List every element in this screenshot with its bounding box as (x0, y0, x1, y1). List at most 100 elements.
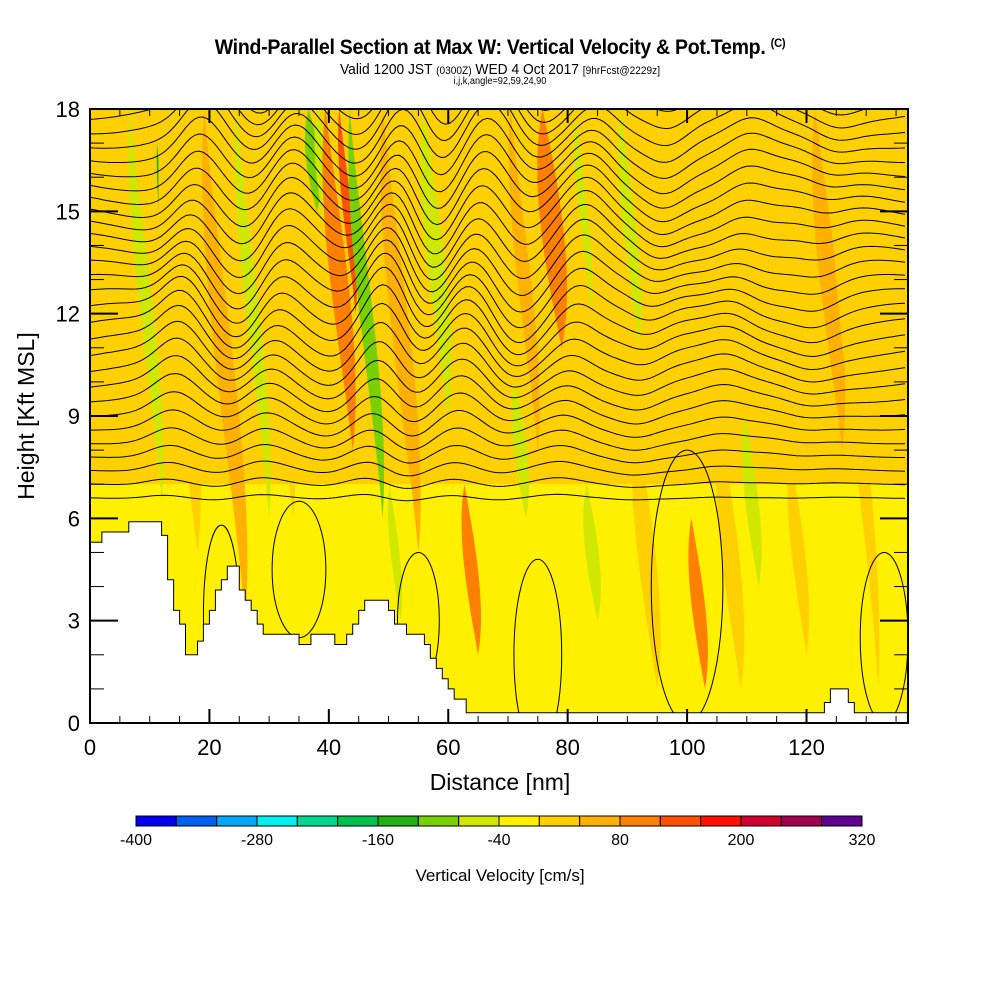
isentrope-line (90, 203, 906, 268)
x-axis-title: Distance [nm] (430, 769, 571, 795)
colorbar-tick-label: -40 (487, 832, 510, 849)
velocity-streak (387, 484, 403, 621)
velocity-streak (715, 416, 745, 689)
isentrope-contours (90, 109, 908, 723)
isentrope-loop (513, 558, 563, 723)
valid-utc: (0300Z) (436, 65, 472, 77)
chart-subtitle: Valid 1200 JST (0300Z) WED 4 Oct 2017 [9… (40, 61, 960, 78)
isentrope-line (90, 149, 906, 209)
terrain (90, 521, 908, 723)
grid-info: i,j,k,angle=92,59,24,90 (453, 76, 547, 87)
velocity-streak (158, 109, 202, 553)
y-tick-label: 15 (56, 199, 80, 224)
colorbar-swatch (377, 815, 419, 827)
isentrope-line (90, 176, 906, 241)
y-tick-label: 18 (56, 97, 80, 122)
isentrope-line (90, 409, 906, 438)
colorbar-swatch (417, 815, 460, 827)
isentrope-line (90, 493, 906, 502)
velocity-streak (202, 109, 248, 621)
y-tick-label: 6 (68, 506, 80, 531)
velocity-streak (420, 109, 452, 416)
velocity-streak (511, 381, 530, 519)
terrain-profile (90, 521, 908, 723)
x-tick-label: 80 (555, 735, 579, 760)
colorbar-tick-label: -280 (241, 832, 273, 849)
colorbar-swatch (659, 815, 702, 827)
isentrope-line (90, 427, 905, 451)
colorbar-swatch (538, 815, 581, 827)
isentrope-line (538, 109, 552, 112)
y-axis-title: Height [Kft MSL] (13, 332, 39, 499)
velocity-streak (322, 109, 356, 451)
velocity-streak (573, 109, 593, 314)
axes: 0 20 40 60 80 100 120 0 3 6 9 12 15 18 (56, 97, 909, 760)
velocity-streak (812, 109, 846, 451)
colorbar-swatch (216, 815, 258, 827)
isentrope-line (90, 460, 906, 477)
colorbar-swatch (337, 815, 379, 827)
isentrope-line (90, 116, 906, 179)
x-tick-label: 40 (317, 735, 341, 760)
colorbar-tick-label: 80 (611, 832, 629, 849)
isentrope-line (90, 109, 906, 164)
velocity-streak (304, 109, 321, 212)
colorbar-swatch (135, 815, 177, 827)
velocity-streak (583, 484, 601, 621)
colorbar-swatch (458, 815, 500, 827)
velocity-streak (128, 109, 164, 502)
colorbar-tick-label: -160 (362, 832, 394, 849)
colorbar-swatch (619, 815, 661, 827)
colorbar-swatch (780, 815, 823, 827)
velocity-streak (787, 450, 810, 655)
velocity-streak (380, 109, 421, 553)
isentrope-line (90, 320, 906, 378)
isentrope-line (90, 284, 906, 356)
isentrope-line (90, 391, 906, 425)
colorbar-swatch (700, 815, 742, 827)
x-tick-label: 20 (197, 735, 221, 760)
velocity-streak (508, 109, 540, 451)
isentrope-line (90, 189, 906, 255)
valid-date: WED 4 Oct 2017 (475, 61, 579, 78)
colorbar-swatch (296, 815, 339, 827)
x-tick-label: 60 (436, 735, 460, 760)
chart-title-text: Wind-Parallel Section at Max W: Vertical… (214, 36, 766, 59)
colorbar-swatch (498, 815, 540, 827)
colorbar-swatch (579, 815, 621, 827)
y-tick-label: 0 (68, 711, 80, 736)
velocity-streak (348, 109, 385, 519)
x-tick-label: 120 (788, 735, 825, 760)
isentrope-line (90, 227, 906, 297)
forecast-info: [9hrFcst@2229z] (582, 65, 661, 77)
isentrope-line (90, 302, 906, 367)
colorbar-swatch (821, 815, 863, 827)
x-tick-label: 100 (669, 735, 706, 760)
y-tick-label: 3 (68, 609, 80, 634)
velocity-streak (830, 109, 880, 689)
isentrope-line (90, 477, 906, 489)
isentrope-line (90, 215, 906, 281)
velocity-streak (234, 109, 271, 519)
chart-title: Wind-Parallel Section at Max W: Vertical… (35, 36, 965, 60)
colorbar-title: Vertical Velocity [cm/s] (415, 866, 584, 885)
isentrope-line (90, 373, 906, 413)
isentrope-line (90, 355, 906, 400)
velocity-streak (742, 416, 762, 587)
isentrope-line (90, 337, 906, 388)
velocity-streak (537, 109, 568, 348)
y-tick-label: 12 (56, 302, 80, 327)
valid-time: Valid 1200 JST (339, 61, 433, 78)
isentrope-line (90, 239, 906, 313)
colorbar: -400 -280 -160 -40 80 200 320 (120, 815, 876, 849)
colorbar-swatch (175, 815, 218, 827)
colorbar-tick-label: -400 (120, 832, 152, 849)
velocity-field (90, 109, 908, 723)
y-tick-label: 9 (68, 404, 80, 429)
colorbar-tick-label: 320 (849, 832, 876, 849)
velocity-streak (257, 109, 296, 519)
colorbar-swatch (256, 815, 298, 827)
isentrope-line (90, 443, 905, 464)
velocity-streak (688, 518, 708, 689)
